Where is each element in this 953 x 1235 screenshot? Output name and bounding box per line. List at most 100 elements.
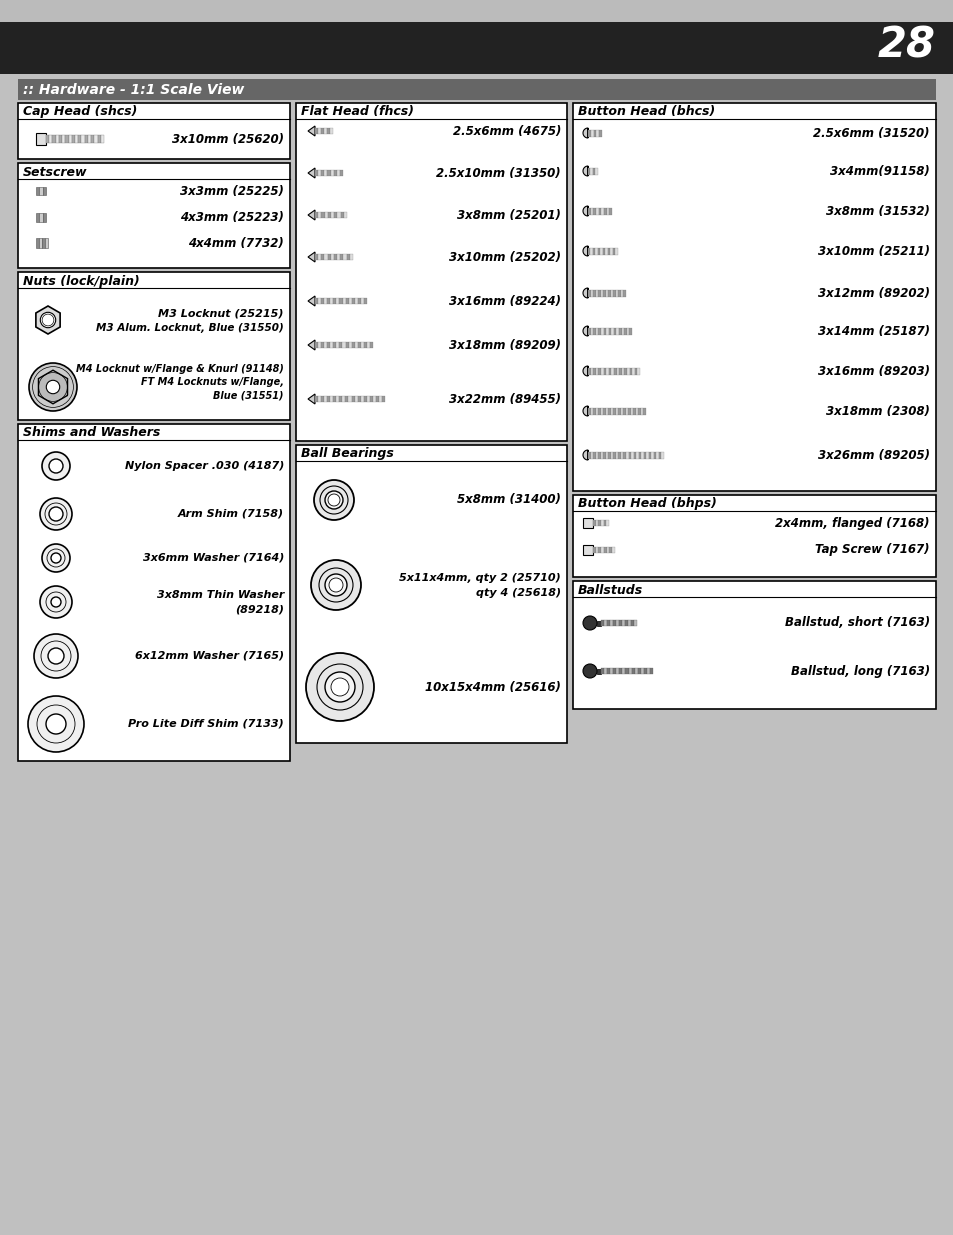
- Bar: [610, 247, 613, 254]
- Bar: [363, 342, 367, 348]
- Bar: [616, 289, 618, 296]
- Bar: [616, 668, 618, 674]
- Circle shape: [328, 494, 339, 506]
- Bar: [340, 254, 343, 261]
- Bar: [373, 396, 375, 403]
- Bar: [643, 668, 646, 674]
- Bar: [336, 396, 339, 403]
- Bar: [630, 620, 634, 626]
- Bar: [327, 298, 330, 304]
- Bar: [590, 289, 593, 296]
- Bar: [596, 207, 598, 215]
- Bar: [616, 620, 618, 626]
- Circle shape: [311, 559, 360, 610]
- Bar: [656, 452, 659, 458]
- Bar: [602, 452, 605, 458]
- Bar: [327, 128, 330, 135]
- Bar: [600, 408, 602, 415]
- Bar: [620, 408, 622, 415]
- Bar: [637, 668, 640, 674]
- Bar: [336, 254, 340, 261]
- Polygon shape: [582, 326, 587, 336]
- Bar: [615, 408, 618, 415]
- Bar: [336, 298, 339, 304]
- Circle shape: [329, 578, 343, 592]
- Bar: [623, 327, 626, 335]
- Bar: [643, 452, 645, 458]
- Bar: [643, 408, 645, 415]
- Polygon shape: [582, 450, 587, 459]
- Bar: [600, 620, 603, 626]
- Bar: [624, 368, 626, 374]
- Bar: [342, 298, 345, 304]
- Bar: [595, 289, 598, 296]
- Bar: [317, 342, 321, 348]
- Text: :: Hardware - 1:1 Scale View: :: Hardware - 1:1 Scale View: [23, 83, 244, 96]
- Polygon shape: [582, 206, 587, 216]
- Bar: [600, 668, 603, 674]
- Bar: [590, 368, 593, 374]
- Bar: [605, 247, 607, 254]
- Bar: [18, 79, 935, 100]
- Bar: [598, 547, 600, 553]
- Bar: [348, 342, 352, 348]
- Bar: [628, 452, 630, 458]
- Bar: [587, 168, 590, 174]
- Bar: [295, 445, 566, 743]
- Bar: [634, 368, 637, 374]
- Bar: [623, 452, 625, 458]
- Bar: [42, 238, 45, 248]
- Text: (89218): (89218): [234, 604, 284, 614]
- Bar: [648, 452, 651, 458]
- Bar: [593, 289, 595, 296]
- Text: 3x10mm (25620): 3x10mm (25620): [172, 132, 284, 146]
- Bar: [590, 130, 593, 137]
- Bar: [600, 547, 603, 553]
- Bar: [36, 186, 39, 195]
- Bar: [337, 212, 340, 219]
- Bar: [627, 620, 630, 626]
- Bar: [339, 298, 342, 304]
- Text: 3x8mm (25201): 3x8mm (25201): [456, 209, 560, 221]
- Bar: [331, 254, 334, 261]
- Bar: [55, 135, 59, 143]
- Bar: [625, 408, 628, 415]
- Bar: [615, 247, 618, 254]
- Bar: [595, 452, 598, 458]
- Bar: [597, 620, 600, 625]
- Bar: [605, 368, 608, 374]
- Bar: [590, 168, 593, 174]
- Bar: [327, 342, 330, 348]
- Bar: [0, 22, 953, 74]
- Bar: [314, 298, 317, 304]
- Bar: [612, 547, 615, 553]
- Polygon shape: [582, 128, 587, 138]
- Text: Button Head (bhcs): Button Head (bhcs): [578, 105, 715, 119]
- Bar: [342, 342, 345, 348]
- Bar: [336, 342, 339, 348]
- Text: Arm Shim (7158): Arm Shim (7158): [177, 509, 284, 519]
- Text: 3x12mm (89202): 3x12mm (89202): [817, 287, 929, 300]
- Bar: [366, 396, 370, 403]
- Circle shape: [28, 697, 84, 752]
- Bar: [360, 298, 363, 304]
- Bar: [317, 298, 321, 304]
- Bar: [640, 452, 643, 458]
- Text: M3 Locknut (25215): M3 Locknut (25215): [158, 309, 284, 319]
- Text: 5x8mm (31400): 5x8mm (31400): [456, 494, 560, 506]
- Text: 2.5x10mm (31350): 2.5x10mm (31350): [436, 167, 560, 179]
- Bar: [598, 207, 600, 215]
- Bar: [357, 396, 360, 403]
- Bar: [587, 408, 590, 415]
- Bar: [590, 327, 593, 335]
- Bar: [321, 254, 324, 261]
- Bar: [39, 238, 42, 248]
- Bar: [621, 327, 623, 335]
- Bar: [633, 408, 636, 415]
- Bar: [603, 368, 605, 374]
- Bar: [587, 207, 590, 215]
- Text: Ballstud, long (7163): Ballstud, long (7163): [790, 664, 929, 678]
- Bar: [618, 327, 621, 335]
- Bar: [629, 368, 632, 374]
- Bar: [618, 408, 620, 415]
